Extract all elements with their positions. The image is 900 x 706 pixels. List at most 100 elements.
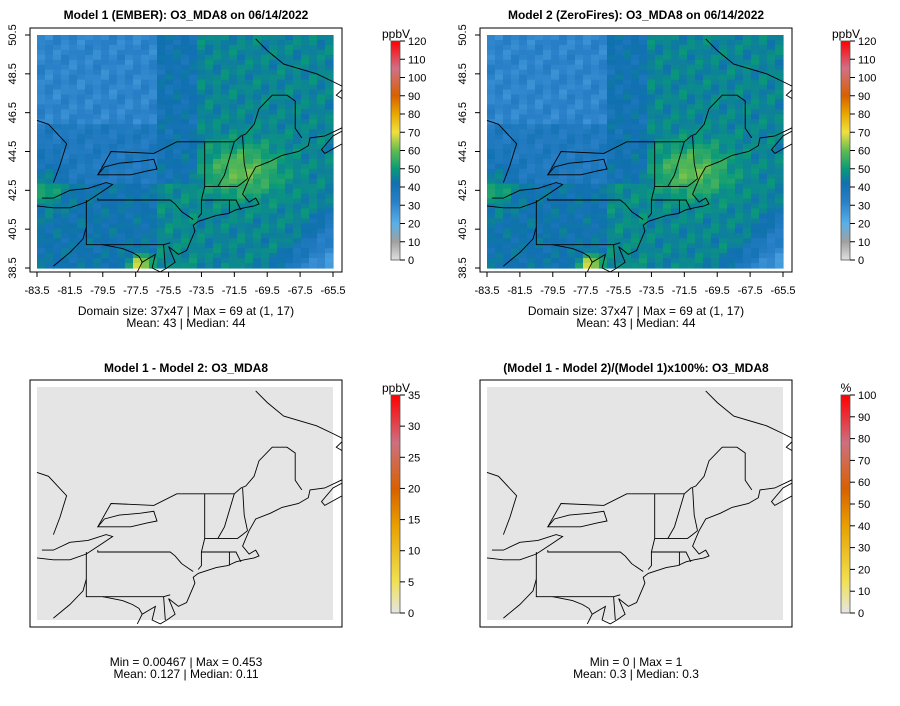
grid-cell — [775, 183, 784, 190]
grid-cell — [663, 134, 672, 140]
grid-cell — [735, 228, 744, 234]
grid-cell — [149, 49, 158, 56]
state-border — [654, 530, 698, 539]
grid-cell — [69, 139, 78, 145]
grid-cell — [165, 54, 174, 61]
grid-cell — [197, 263, 206, 269]
grid-cell — [567, 183, 576, 190]
y-tick-label: 40.5 — [457, 218, 469, 239]
grid-cell — [719, 238, 728, 244]
state-border — [654, 178, 698, 187]
grid-cell — [719, 223, 728, 229]
grid-cell — [671, 173, 680, 180]
grid-cell — [495, 183, 504, 190]
grid-cell — [53, 233, 62, 239]
grid-cell — [639, 238, 648, 244]
grid-cell — [149, 158, 158, 165]
grid-cell — [173, 89, 182, 96]
grid-cell — [559, 248, 568, 254]
state-border — [217, 493, 235, 539]
grid-cell — [317, 238, 326, 244]
grid-cell — [591, 54, 600, 61]
grid-cell — [607, 59, 616, 66]
grid-cell — [519, 139, 528, 145]
state-border — [201, 199, 242, 211]
grid-cell — [503, 114, 512, 120]
grid-cell — [293, 223, 302, 229]
grid-cell — [551, 193, 560, 200]
grid-cell — [221, 49, 230, 56]
grid-cell — [165, 84, 174, 91]
grid-cell — [511, 173, 520, 180]
grid-cell — [559, 253, 568, 259]
grid-cell — [655, 99, 664, 106]
grid-cell — [221, 203, 230, 210]
grid-cell — [623, 178, 632, 185]
grid-cell — [213, 64, 222, 71]
grid-cell — [503, 89, 512, 96]
grid-cell — [181, 173, 190, 180]
grid-cell — [237, 223, 246, 229]
grid-cell — [277, 119, 286, 125]
colorbar-unit-label: ppbV — [382, 27, 410, 41]
grid-cell — [269, 94, 278, 101]
grid-cell — [551, 59, 560, 66]
grid-cell — [285, 79, 294, 86]
grid-cell — [687, 178, 696, 185]
grid-cell — [671, 193, 680, 200]
grid-cell — [751, 243, 760, 249]
grid-cell — [735, 198, 744, 205]
grid-cell — [165, 158, 174, 165]
grid-cell — [679, 104, 688, 110]
grid-cell — [775, 109, 784, 115]
grid-cell — [181, 84, 190, 91]
colorbar-tick-label: 20 — [408, 219, 420, 231]
grid-cell — [285, 258, 294, 264]
grid-cell — [317, 228, 326, 234]
grid-cell — [173, 35, 182, 41]
y-tick-label: 38.5 — [7, 257, 19, 278]
grid-cell — [695, 94, 704, 101]
grid-cell — [181, 69, 190, 76]
grid-cell — [495, 168, 504, 175]
x-tick-label: -75.5 — [606, 285, 631, 297]
grid-cell — [495, 243, 504, 249]
grid-cell — [85, 163, 94, 170]
grid-cell — [125, 104, 134, 110]
state-border — [102, 244, 143, 263]
grid-cell — [615, 44, 624, 51]
grid-cell — [623, 39, 632, 46]
grid-cell — [679, 193, 688, 200]
grid-cell — [607, 84, 616, 91]
grid-cell — [165, 153, 174, 160]
grid-cell — [487, 213, 496, 220]
grid-cell — [631, 243, 640, 249]
grid-cell — [77, 198, 86, 205]
grid-cell — [599, 84, 608, 91]
grid-cell — [221, 243, 230, 249]
grid-cell — [197, 49, 206, 56]
grid-cell — [527, 153, 536, 160]
grid-cell — [277, 158, 286, 165]
grid-cell — [237, 144, 246, 150]
grid-cell — [647, 64, 656, 71]
grid-cell — [527, 104, 536, 110]
grid-cell — [173, 168, 182, 175]
grid-cell — [543, 54, 552, 61]
grid-cell — [743, 84, 752, 91]
grid-cell — [559, 59, 568, 66]
grid-cell — [551, 253, 560, 259]
grid-cell — [69, 228, 78, 234]
colorbar-gradient — [840, 40, 851, 261]
grid-cell — [229, 228, 238, 234]
grid-cell — [213, 203, 222, 210]
grid-cell — [503, 173, 512, 180]
grid-cell — [189, 129, 198, 135]
grid-cell — [607, 208, 616, 215]
grid-cell — [703, 49, 712, 56]
grid-cell — [133, 149, 142, 155]
grid-cell — [535, 35, 544, 41]
grid-cell — [527, 89, 536, 96]
grid-cell — [543, 163, 552, 170]
